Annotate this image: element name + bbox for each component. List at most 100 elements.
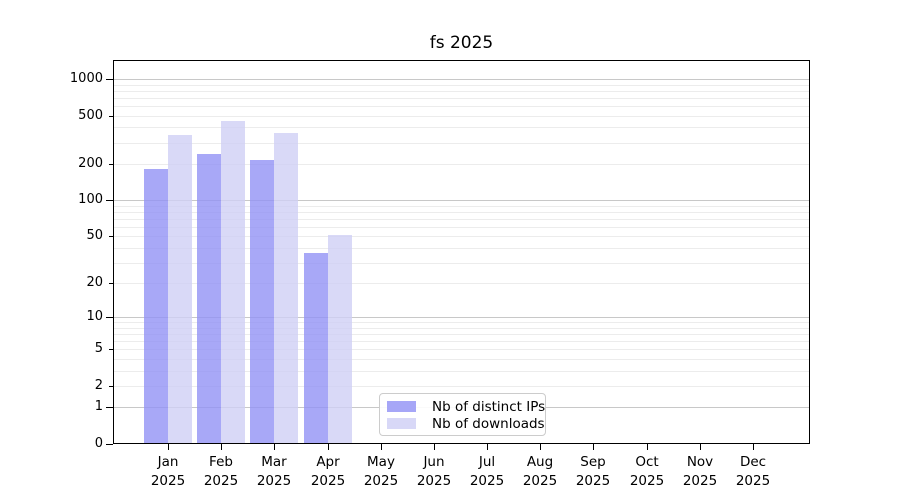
x-tick-label-line: Jun <box>423 454 445 470</box>
x-tick-label-line: 2025 <box>150 472 186 489</box>
x-tick-label-line: Apr <box>316 454 340 470</box>
x-tick-label-line: Aug <box>526 454 554 470</box>
x-tick-label-line: Mar <box>261 454 287 470</box>
x-tick-label-line: 2025 <box>469 472 505 489</box>
gridline-minor <box>114 219 809 220</box>
gridline-minor <box>114 98 809 99</box>
y-tick-label-200: 200 <box>78 156 103 171</box>
bar-distinct-ips-apr <box>304 253 328 443</box>
y-tick-mark-100 <box>106 200 113 201</box>
x-tick-mark-oct <box>647 444 648 450</box>
x-tick-label-nov: Nov 2025 <box>660 453 740 490</box>
bar-distinct-ips-mar <box>250 160 274 443</box>
y-tick-mark-2 <box>109 386 113 387</box>
x-tick-mark-jun <box>434 444 435 450</box>
gridline-major <box>114 200 809 201</box>
bar-distinct-ips-feb <box>197 153 221 443</box>
gridline-minor <box>114 263 809 264</box>
x-tick-label-aug: Aug 2025 <box>500 453 580 490</box>
gridline-minor <box>114 236 809 237</box>
bar-downloads-mar <box>274 132 298 443</box>
y-tick-label-2: 2 <box>94 378 103 393</box>
x-tick-label-line: Jul <box>478 454 496 470</box>
y-tick-mark-0 <box>106 444 113 445</box>
legend-swatch-distinct-ips <box>387 401 416 412</box>
x-tick-mark-dec <box>753 444 754 450</box>
gridline-minor <box>114 206 809 207</box>
x-tick-label-line: Feb <box>209 454 233 470</box>
x-tick-label-line: Oct <box>635 454 659 470</box>
x-tick-label-oct: Oct 2025 <box>607 453 687 490</box>
gridline-minor <box>114 283 809 284</box>
bar-downloads-jan <box>168 134 192 443</box>
x-tick-label-dec: Dec 2025 <box>713 453 793 490</box>
legend-label-downloads: Nb of downloads <box>432 415 545 432</box>
gridline-minor <box>114 164 809 165</box>
y-tick-mark-5 <box>109 349 113 350</box>
x-tick-label-line: Sep <box>580 454 606 470</box>
x-tick-label-line: Nov <box>686 454 714 470</box>
gridline-minor <box>114 212 809 213</box>
gridline-minor <box>114 106 809 107</box>
gridline-minor <box>114 341 809 342</box>
gridline-minor <box>114 322 809 323</box>
gridline-minor <box>114 143 809 144</box>
y-tick-mark-50 <box>109 236 113 237</box>
y-tick-label-1: 1 <box>94 399 103 414</box>
x-tick-mark-sep <box>593 444 594 450</box>
x-tick-label-may: May 2025 <box>341 453 421 490</box>
x-tick-label-mar: Mar 2025 <box>234 453 314 490</box>
gridline-major <box>114 317 809 318</box>
y-tick-mark-200 <box>109 164 113 165</box>
gridline-minor <box>114 116 809 117</box>
gridline-minor <box>114 127 809 128</box>
gridline-minor <box>114 334 809 335</box>
x-tick-label-line: 2025 <box>522 472 558 489</box>
y-tick-mark-1 <box>106 407 113 408</box>
legend-label-distinct-ips: Nb of distinct IPs <box>432 398 546 415</box>
y-tick-label-10: 10 <box>86 309 103 324</box>
x-tick-label-line: 2025 <box>416 472 452 489</box>
x-tick-mark-jan <box>168 444 169 450</box>
gridline-minor <box>114 328 809 329</box>
legend-item-downloads: Nb of downloads <box>387 415 545 432</box>
x-tick-label-apr: Apr 2025 <box>288 453 368 490</box>
x-tick-label-line: 2025 <box>629 472 665 489</box>
x-tick-label-line: 2025 <box>735 472 771 489</box>
x-tick-label-line: 2025 <box>256 472 292 489</box>
x-tick-label-line: Jan <box>157 454 179 470</box>
y-tick-label-500: 500 <box>78 108 103 123</box>
gridline-minor <box>114 359 809 360</box>
x-tick-label-line: 2025 <box>682 472 718 489</box>
gridline-major <box>114 79 809 80</box>
gridline-minor <box>114 227 809 228</box>
x-tick-label-line: May <box>367 454 395 470</box>
legend: Nb of distinct IPs Nb of downloads <box>379 393 546 436</box>
gridline-minor <box>114 91 809 92</box>
y-tick-label-20: 20 <box>86 275 103 290</box>
gridline-minor <box>114 85 809 86</box>
plot-area <box>113 60 810 444</box>
bar-distinct-ips-jan <box>144 168 168 443</box>
y-tick-mark-500 <box>109 116 113 117</box>
x-tick-mark-nov <box>700 444 701 450</box>
x-tick-mark-feb <box>221 444 222 450</box>
y-tick-mark-10 <box>106 317 113 318</box>
x-tick-label-jul: Jul 2025 <box>447 453 527 490</box>
legend-item-distinct-ips: Nb of distinct IPs <box>387 398 545 415</box>
x-tick-label-line: 2025 <box>363 472 399 489</box>
x-tick-mark-mar <box>274 444 275 450</box>
y-tick-label-100: 100 <box>78 192 103 207</box>
x-tick-mark-apr <box>328 444 329 450</box>
y-tick-label-50: 50 <box>86 228 103 243</box>
gridline-minor <box>114 248 809 249</box>
y-tick-label-1000: 1000 <box>69 71 103 86</box>
bar-downloads-feb <box>221 120 245 443</box>
bar-downloads-apr <box>328 235 352 443</box>
x-tick-mark-aug <box>540 444 541 450</box>
y-tick-label-5: 5 <box>94 341 103 356</box>
x-tick-mark-may <box>381 444 382 450</box>
x-tick-label-line: 2025 <box>575 472 611 489</box>
y-tick-label-0: 0 <box>94 436 103 451</box>
